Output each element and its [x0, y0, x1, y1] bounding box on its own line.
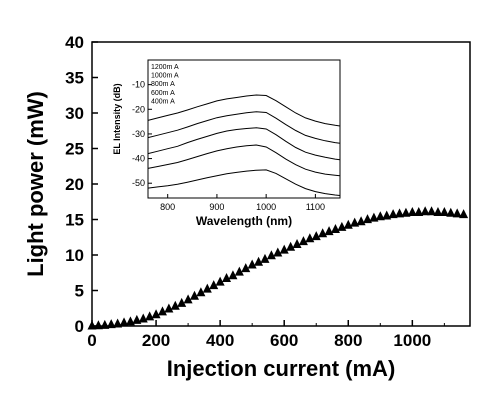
main-x-tick-label: 400: [206, 331, 234, 350]
main-data-point: [157, 306, 167, 316]
main-x-tick-label: 1000: [393, 331, 431, 350]
main-y-tick-label: 35: [65, 69, 84, 88]
main-data-point: [177, 297, 187, 307]
main-data-point: [286, 241, 296, 251]
main-x-tick-label: 0: [87, 331, 96, 350]
main-data-point: [87, 320, 97, 330]
main-data-point: [228, 270, 238, 280]
main-data-point: [311, 231, 321, 241]
main-data-point: [362, 214, 372, 224]
inset-y-tick-label: -30: [132, 129, 145, 139]
inset-y-tick-label: -20: [132, 104, 145, 114]
inset-series-line: [147, 127, 341, 161]
main-data-point: [222, 273, 232, 283]
main-data-point: [452, 208, 462, 218]
main-y-axis-label: Light power (mW): [23, 91, 48, 277]
main-data-point: [439, 207, 449, 216]
main-data-point: [234, 266, 244, 276]
main-data-point: [260, 253, 270, 263]
inset-legend-item: 1200m A: [151, 64, 179, 71]
main-data-point: [164, 303, 174, 313]
main-data-point: [202, 283, 212, 293]
main-x-tick-label: 600: [270, 331, 298, 350]
main-y-tick-label: 20: [65, 175, 84, 194]
main-data-point: [190, 290, 200, 300]
main-data-point: [395, 208, 405, 218]
main-x-ticks: 0 200 400 600 800 1000: [87, 320, 445, 350]
main-data-point: [433, 207, 443, 216]
main-data-point: [170, 300, 180, 310]
main-x-tick-label: 200: [142, 331, 170, 350]
main-data-point: [100, 319, 110, 329]
inset-series-line: [147, 111, 341, 144]
inset-x-tick-label: 1100: [306, 202, 325, 212]
main-data-point: [459, 209, 469, 219]
main-data-point: [196, 287, 206, 297]
inset-x-ticks: 800 900 1000 1100: [160, 194, 325, 212]
inset-x-tick-label: 800: [160, 202, 175, 212]
main-data-point: [298, 236, 308, 246]
main-data-point: [93, 320, 103, 330]
inset-x-tick-label: 1000: [256, 202, 276, 212]
inset-legend-item: 400m A: [151, 98, 175, 105]
inset-y-tick-label: -10: [132, 80, 145, 90]
main-data-point: [241, 263, 251, 273]
main-x-tick-label: 800: [334, 331, 362, 350]
main-y-tick-label: 15: [65, 211, 84, 230]
inset-x-tick-label: 900: [209, 202, 224, 212]
main-y-tick-label: 5: [75, 282, 84, 301]
main-data-point: [132, 314, 142, 324]
main-chart: 0 200 400 600 800 1000 0 5 10 15 20 25 30 35 40 Injec…: [23, 33, 471, 381]
inset-legend-item: 800m A: [151, 81, 175, 88]
main-data-point: [119, 317, 129, 327]
inset-series-line: [147, 144, 341, 177]
main-data-point: [407, 207, 417, 216]
main-y-tick-label: 10: [65, 246, 84, 265]
inset-y-axis-label: EL Intensity (dB): [112, 83, 122, 154]
main-data-point: [292, 238, 302, 248]
main-data-point: [446, 207, 456, 217]
main-data-point: [279, 244, 289, 254]
main-data-point: [388, 209, 398, 219]
main-data-point: [266, 250, 276, 260]
main-data-point: [420, 206, 430, 216]
main-data-point: [215, 276, 225, 286]
inset-series-lines: [147, 94, 341, 196]
main-data-point: [273, 247, 283, 257]
main-data-point: [382, 210, 392, 220]
inset-legend-item: 1000m A: [151, 73, 179, 80]
main-data-point: [350, 217, 360, 227]
inset-y-tick-label: -40: [132, 154, 145, 164]
main-data-point: [414, 207, 424, 216]
main-data-point: [375, 211, 385, 221]
inset-chart: 800 900 1000 1100 -50 -40 -30 -20 -10 1200m A 10…: [112, 59, 341, 228]
main-data-point: [247, 259, 257, 269]
main-y-tick-label: 30: [65, 104, 84, 123]
main-data-point: [427, 206, 437, 216]
main-data-point: [125, 316, 135, 326]
inset-y-ticks: -50 -40 -30 -20 -10: [132, 80, 152, 188]
inset-x-axis-label: Wavelength (nm): [196, 214, 292, 228]
main-y-tick-label: 0: [75, 317, 84, 336]
inset-series-line: [147, 94, 341, 127]
inset-series-line: [147, 169, 341, 196]
main-y-tick-label: 40: [65, 33, 84, 52]
main-data-point: [401, 207, 411, 217]
main-data-point: [254, 256, 264, 266]
main-data-point: [369, 212, 379, 222]
main-data-point: [151, 309, 161, 319]
main-x-axis-label: Injection current (mA): [167, 356, 396, 381]
inset-legend-item: 600m A: [151, 90, 175, 97]
main-data-point: [183, 294, 193, 304]
main-y-tick-label: 25: [65, 140, 84, 159]
inset-y-tick-label: -50: [132, 178, 145, 188]
main-y-ticks: 0 5 10 15 20 25 30 35 40: [65, 33, 98, 336]
main-data-point: [209, 280, 219, 290]
main-data-point: [113, 318, 123, 328]
main-data-point: [106, 319, 116, 329]
main-data-points: [87, 206, 469, 330]
